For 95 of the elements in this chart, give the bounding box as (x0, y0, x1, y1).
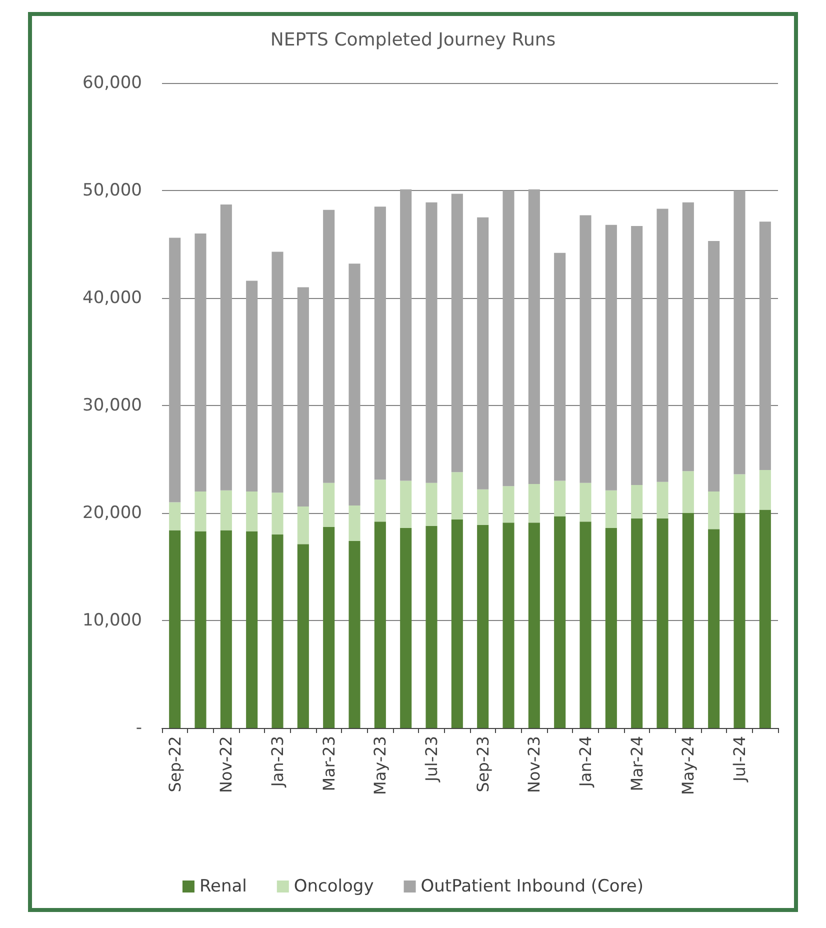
bar (477, 524, 489, 728)
bar (297, 287, 309, 507)
bar (194, 531, 206, 728)
bar (656, 482, 668, 518)
bar (426, 526, 438, 728)
x-tick-label: May-24 (678, 736, 698, 795)
y-tick-label: 40,000 (82, 288, 142, 308)
x-tick-label: Mar-23 (319, 736, 338, 792)
bar (220, 204, 232, 490)
bar (194, 492, 206, 532)
y-tick-label: - (136, 718, 142, 738)
x-tick-label: Jul-24 (730, 736, 749, 782)
bar (580, 215, 592, 483)
y-tick-label: 30,000 (82, 396, 142, 416)
x-tick-label: Sep-22 (165, 736, 184, 792)
x-tick-label: May-23 (370, 736, 390, 795)
x-tick-label: Jul-23 (422, 736, 441, 782)
y-tick-label: 50,000 (82, 180, 142, 200)
bar (323, 210, 335, 483)
bar (708, 241, 720, 492)
bar (631, 518, 643, 728)
bar (400, 480, 412, 528)
bar (708, 529, 720, 728)
bar (734, 190, 746, 474)
bar (194, 234, 206, 492)
bar (374, 522, 386, 728)
bar (605, 224, 617, 490)
legend-label: OutPatient Inbound (Core) (420, 876, 644, 896)
bar (348, 505, 360, 541)
bar (759, 470, 771, 510)
bar (297, 544, 309, 728)
x-tick-label: Sep-23 (473, 736, 492, 792)
bar (502, 522, 514, 728)
y-tick-label: 10,000 (82, 610, 142, 630)
bar (631, 226, 643, 486)
bar (272, 492, 284, 534)
bar (708, 492, 720, 530)
bar (477, 489, 489, 525)
x-tick-label: Jan-23 (268, 736, 287, 788)
bar (605, 528, 617, 728)
bar (426, 202, 438, 483)
bar (502, 486, 514, 523)
bar (323, 526, 335, 728)
bar (400, 528, 412, 728)
bar (451, 472, 463, 520)
legend-label: Renal (199, 876, 247, 896)
x-tick-label: Nov-23 (524, 736, 544, 793)
chart-title: NEPTS Completed Journey Runs (270, 30, 556, 50)
bar (759, 222, 771, 470)
bar (374, 480, 386, 522)
bar (323, 482, 335, 527)
bar (246, 531, 258, 728)
bar (656, 518, 668, 728)
bar (451, 194, 463, 472)
x-tick-label: Mar-24 (627, 736, 646, 792)
bar (451, 519, 463, 728)
bar (682, 202, 694, 472)
bar (682, 471, 694, 513)
bar (246, 492, 258, 532)
bar (220, 530, 232, 728)
bar (528, 189, 540, 484)
bar (220, 490, 232, 530)
bar (348, 540, 360, 728)
bar (631, 485, 643, 518)
bar (656, 208, 668, 482)
bar (169, 530, 181, 728)
bar (169, 238, 181, 502)
bar (502, 190, 514, 486)
bar (682, 513, 694, 728)
bar (272, 252, 284, 493)
y-tick-label: 60,000 (82, 73, 142, 93)
bar (272, 534, 284, 728)
bar (605, 490, 617, 528)
bar (554, 480, 566, 516)
legend-label: Oncology (294, 876, 374, 896)
bar (348, 264, 360, 506)
x-tick-label: Jan-24 (576, 736, 595, 788)
bar (580, 522, 592, 728)
bar (528, 484, 540, 523)
bar (759, 510, 771, 728)
bar (374, 206, 386, 480)
bar (246, 280, 258, 492)
bar (554, 516, 566, 728)
bar (554, 252, 566, 481)
bar (580, 482, 592, 522)
bar (400, 189, 412, 481)
bar (297, 506, 309, 544)
bar (528, 522, 540, 728)
bar (169, 502, 181, 530)
y-tick-label: 20,000 (82, 503, 142, 523)
x-tick-label: Nov-22 (216, 736, 236, 793)
bar (734, 474, 746, 513)
bar (426, 482, 438, 526)
bar (734, 513, 746, 728)
bar (477, 217, 489, 490)
